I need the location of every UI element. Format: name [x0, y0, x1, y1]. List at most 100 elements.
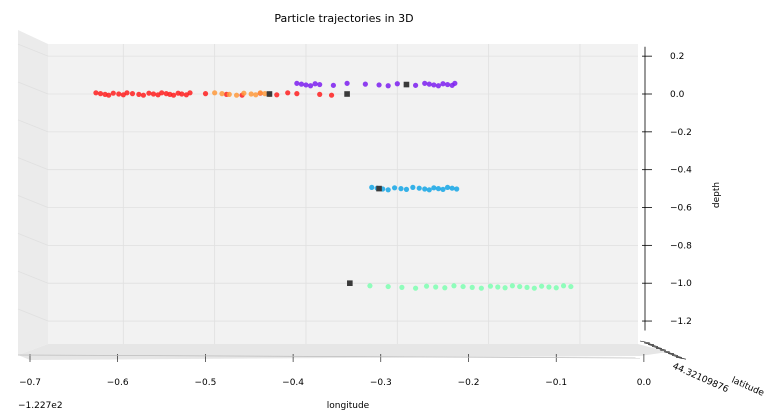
trajectory-point [159, 90, 165, 96]
trajectory-point [294, 80, 300, 86]
trajectory-point [553, 285, 559, 291]
grid-lines [17, 43, 638, 344]
x-offset-label: −1.227e2 [18, 401, 63, 411]
trajectory-point [560, 283, 567, 289]
trajectory-point [452, 80, 458, 86]
trajectory-point [426, 187, 432, 193]
start-marker [403, 81, 410, 88]
trajectory-point [454, 186, 460, 192]
side-grid-line [17, 43, 49, 57]
trajectory-point [431, 82, 437, 88]
trajectory-point [124, 90, 130, 96]
side-grid-line [17, 270, 49, 284]
trajectory-point [106, 92, 112, 98]
trajectory-point [410, 184, 416, 190]
trajectory-point [394, 81, 400, 87]
trajectory-point [369, 184, 375, 190]
y-tick-mark [667, 353, 679, 356]
trajectory-point [444, 81, 451, 88]
chart-title: Particle trajectories in 3D [274, 12, 413, 25]
trajectory-point [431, 185, 437, 191]
trajectory-point [303, 82, 309, 88]
trajectory-point [248, 91, 254, 97]
trajectory-point [385, 187, 391, 193]
z-tick-label: −0.6 [670, 204, 692, 214]
trajectory-point [460, 283, 466, 290]
trajectory-point [226, 91, 232, 97]
trajectory-point [451, 283, 457, 289]
trajectory-point [129, 91, 136, 97]
trajectory-point [241, 90, 247, 96]
trajectory-point [398, 186, 404, 192]
trajectory-point [524, 284, 530, 290]
trajectory-point [146, 90, 152, 96]
trajectory-point [93, 90, 99, 96]
trajectory-point [478, 285, 484, 291]
trajectory-point [440, 81, 446, 87]
y-tick-mark [647, 344, 659, 347]
x-tick-label: −0.7 [19, 378, 41, 388]
y-tick-mark [663, 351, 675, 355]
trajectory-point [307, 83, 314, 89]
z-tick-label: 0.2 [670, 52, 684, 62]
side-grid-line [17, 81, 49, 95]
trajectory-point [449, 185, 455, 191]
trajectory-point [403, 186, 410, 192]
y-axis-label: latitude [730, 376, 766, 399]
trajectory-point [312, 81, 318, 87]
z-tick-label: −0.4 [670, 166, 692, 176]
trajectory-point [487, 283, 494, 289]
x-tick-label: −0.5 [194, 378, 216, 388]
start-marker [344, 91, 350, 97]
trajectory-point [179, 91, 185, 97]
trajectory-point [233, 92, 240, 98]
y-tick-mark [671, 355, 683, 358]
trajectory-point [298, 81, 305, 87]
trajectory-point [212, 90, 218, 96]
trajectory-point [317, 91, 323, 97]
trajectory-point [385, 283, 391, 290]
trajectory-point [328, 92, 335, 98]
x-axis-label: longitude [327, 401, 370, 411]
y-tick-mark [651, 346, 663, 349]
z-tick-label: −1.2 [670, 317, 692, 327]
side-grid-line [17, 308, 49, 322]
x-tick-label: −0.4 [282, 378, 304, 388]
trajectory-point [385, 83, 391, 89]
trajectory-point [140, 92, 147, 98]
start-marker [376, 185, 382, 192]
trajectory-point [399, 284, 405, 290]
trajectory-point [376, 82, 382, 88]
trajectory-point [546, 284, 552, 290]
trajectory-point [435, 83, 442, 89]
y-tick-mark [639, 340, 651, 344]
x-tick-label: 0.0 [637, 378, 652, 388]
y-tick-mark [655, 347, 667, 351]
trajectory-point [422, 80, 428, 86]
trajectory-point [116, 91, 122, 97]
trajectory-point [294, 91, 300, 97]
trajectory-point [187, 90, 193, 96]
trajectory-point [262, 91, 268, 97]
trajectory-point [110, 90, 116, 96]
x-axis-spine [17, 354, 641, 359]
start-marker [266, 91, 273, 97]
trajectory-point [422, 186, 428, 192]
trajectory-point [469, 284, 475, 290]
trajectory-point [344, 80, 350, 86]
trajectory-point [517, 283, 523, 290]
trajectory-point [502, 285, 508, 291]
x-tick-label: −0.3 [370, 378, 392, 388]
trajectory-point [435, 186, 442, 192]
trajectory-point [442, 285, 448, 291]
trajectory-point [412, 285, 419, 291]
trajectory-point [509, 283, 515, 289]
trajectory-point [367, 283, 373, 289]
trajectory-point [219, 91, 225, 97]
x-tick-label: −0.2 [458, 378, 480, 388]
side-pane [18, 30, 48, 355]
side-grid-line [17, 119, 49, 133]
data-points [93, 80, 574, 291]
trajectory-point [285, 90, 291, 96]
